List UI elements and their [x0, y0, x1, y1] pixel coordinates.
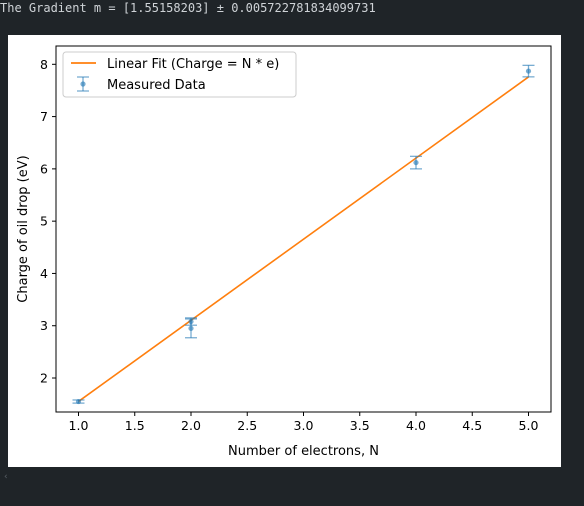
axes-frame [55, 45, 552, 413]
x-tick-label: 1.5 [125, 418, 145, 433]
y-tick-label: 3 [40, 318, 48, 333]
data-marker [413, 159, 419, 166]
x-tick-label: 4.0 [406, 418, 426, 433]
x-tick-label: 4.5 [462, 418, 482, 433]
x-tick-label: 1.0 [69, 418, 89, 433]
legend-marker-swatch [80, 81, 86, 87]
legend-label-fit: Linear Fit (Charge = N * e) [107, 57, 279, 72]
x-tick-label: 3.0 [294, 418, 314, 433]
plot-area [72, 64, 535, 405]
y-axis-ticks: 2 3 4 5 6 7 8 [40, 57, 56, 386]
x-axis-label: Number of electrons, N [228, 444, 379, 459]
y-tick-label: 7 [40, 109, 48, 124]
legend-box [62, 51, 297, 98]
data-marker [75, 398, 82, 405]
data-point-0 [72, 398, 85, 405]
y-tick-label: 5 [40, 214, 48, 229]
chart-legend: Linear Fit (Charge = N * e) Measured Data [62, 51, 297, 98]
y-tick-label: 2 [40, 371, 48, 386]
fit-line [78, 76, 529, 403]
data-point-4 [522, 64, 535, 78]
chart-figure: 1.0 1.5 2.0 2.5 3.0 3.5 4.0 4.5 5.0 2 3 4 5 6 7 8 Numb… [8, 35, 561, 467]
x-tick-label: 2.5 [237, 418, 257, 433]
chart-svg: 1.0 1.5 2.0 2.5 3.0 3.5 4.0 4.5 5.0 2 3 4 5 6 7 8 Numb… [16, 45, 552, 459]
x-tick-label: 5.0 [519, 418, 539, 433]
data-point-3 [410, 155, 422, 170]
x-tick-label: 3.5 [350, 418, 370, 433]
data-point-2 [185, 318, 197, 339]
y-axis-label: Charge of oil drop (eV) [16, 155, 31, 302]
data-marker [525, 68, 532, 74]
scroll-left-icon[interactable]: ‹ [4, 472, 8, 482]
y-tick-label: 6 [40, 161, 48, 176]
legend-label-measured: Measured Data [107, 78, 206, 93]
data-marker [188, 325, 194, 331]
console-output-line: The Gradient m = [1.55158203] ± 0.005722… [0, 1, 376, 15]
y-tick-label: 4 [40, 266, 48, 281]
x-axis-ticks: 1.0 1.5 2.0 2.5 3.0 3.5 4.0 4.5 5.0 [69, 412, 539, 433]
x-tick-label: 2.0 [181, 418, 201, 433]
y-tick-label: 8 [40, 57, 48, 72]
